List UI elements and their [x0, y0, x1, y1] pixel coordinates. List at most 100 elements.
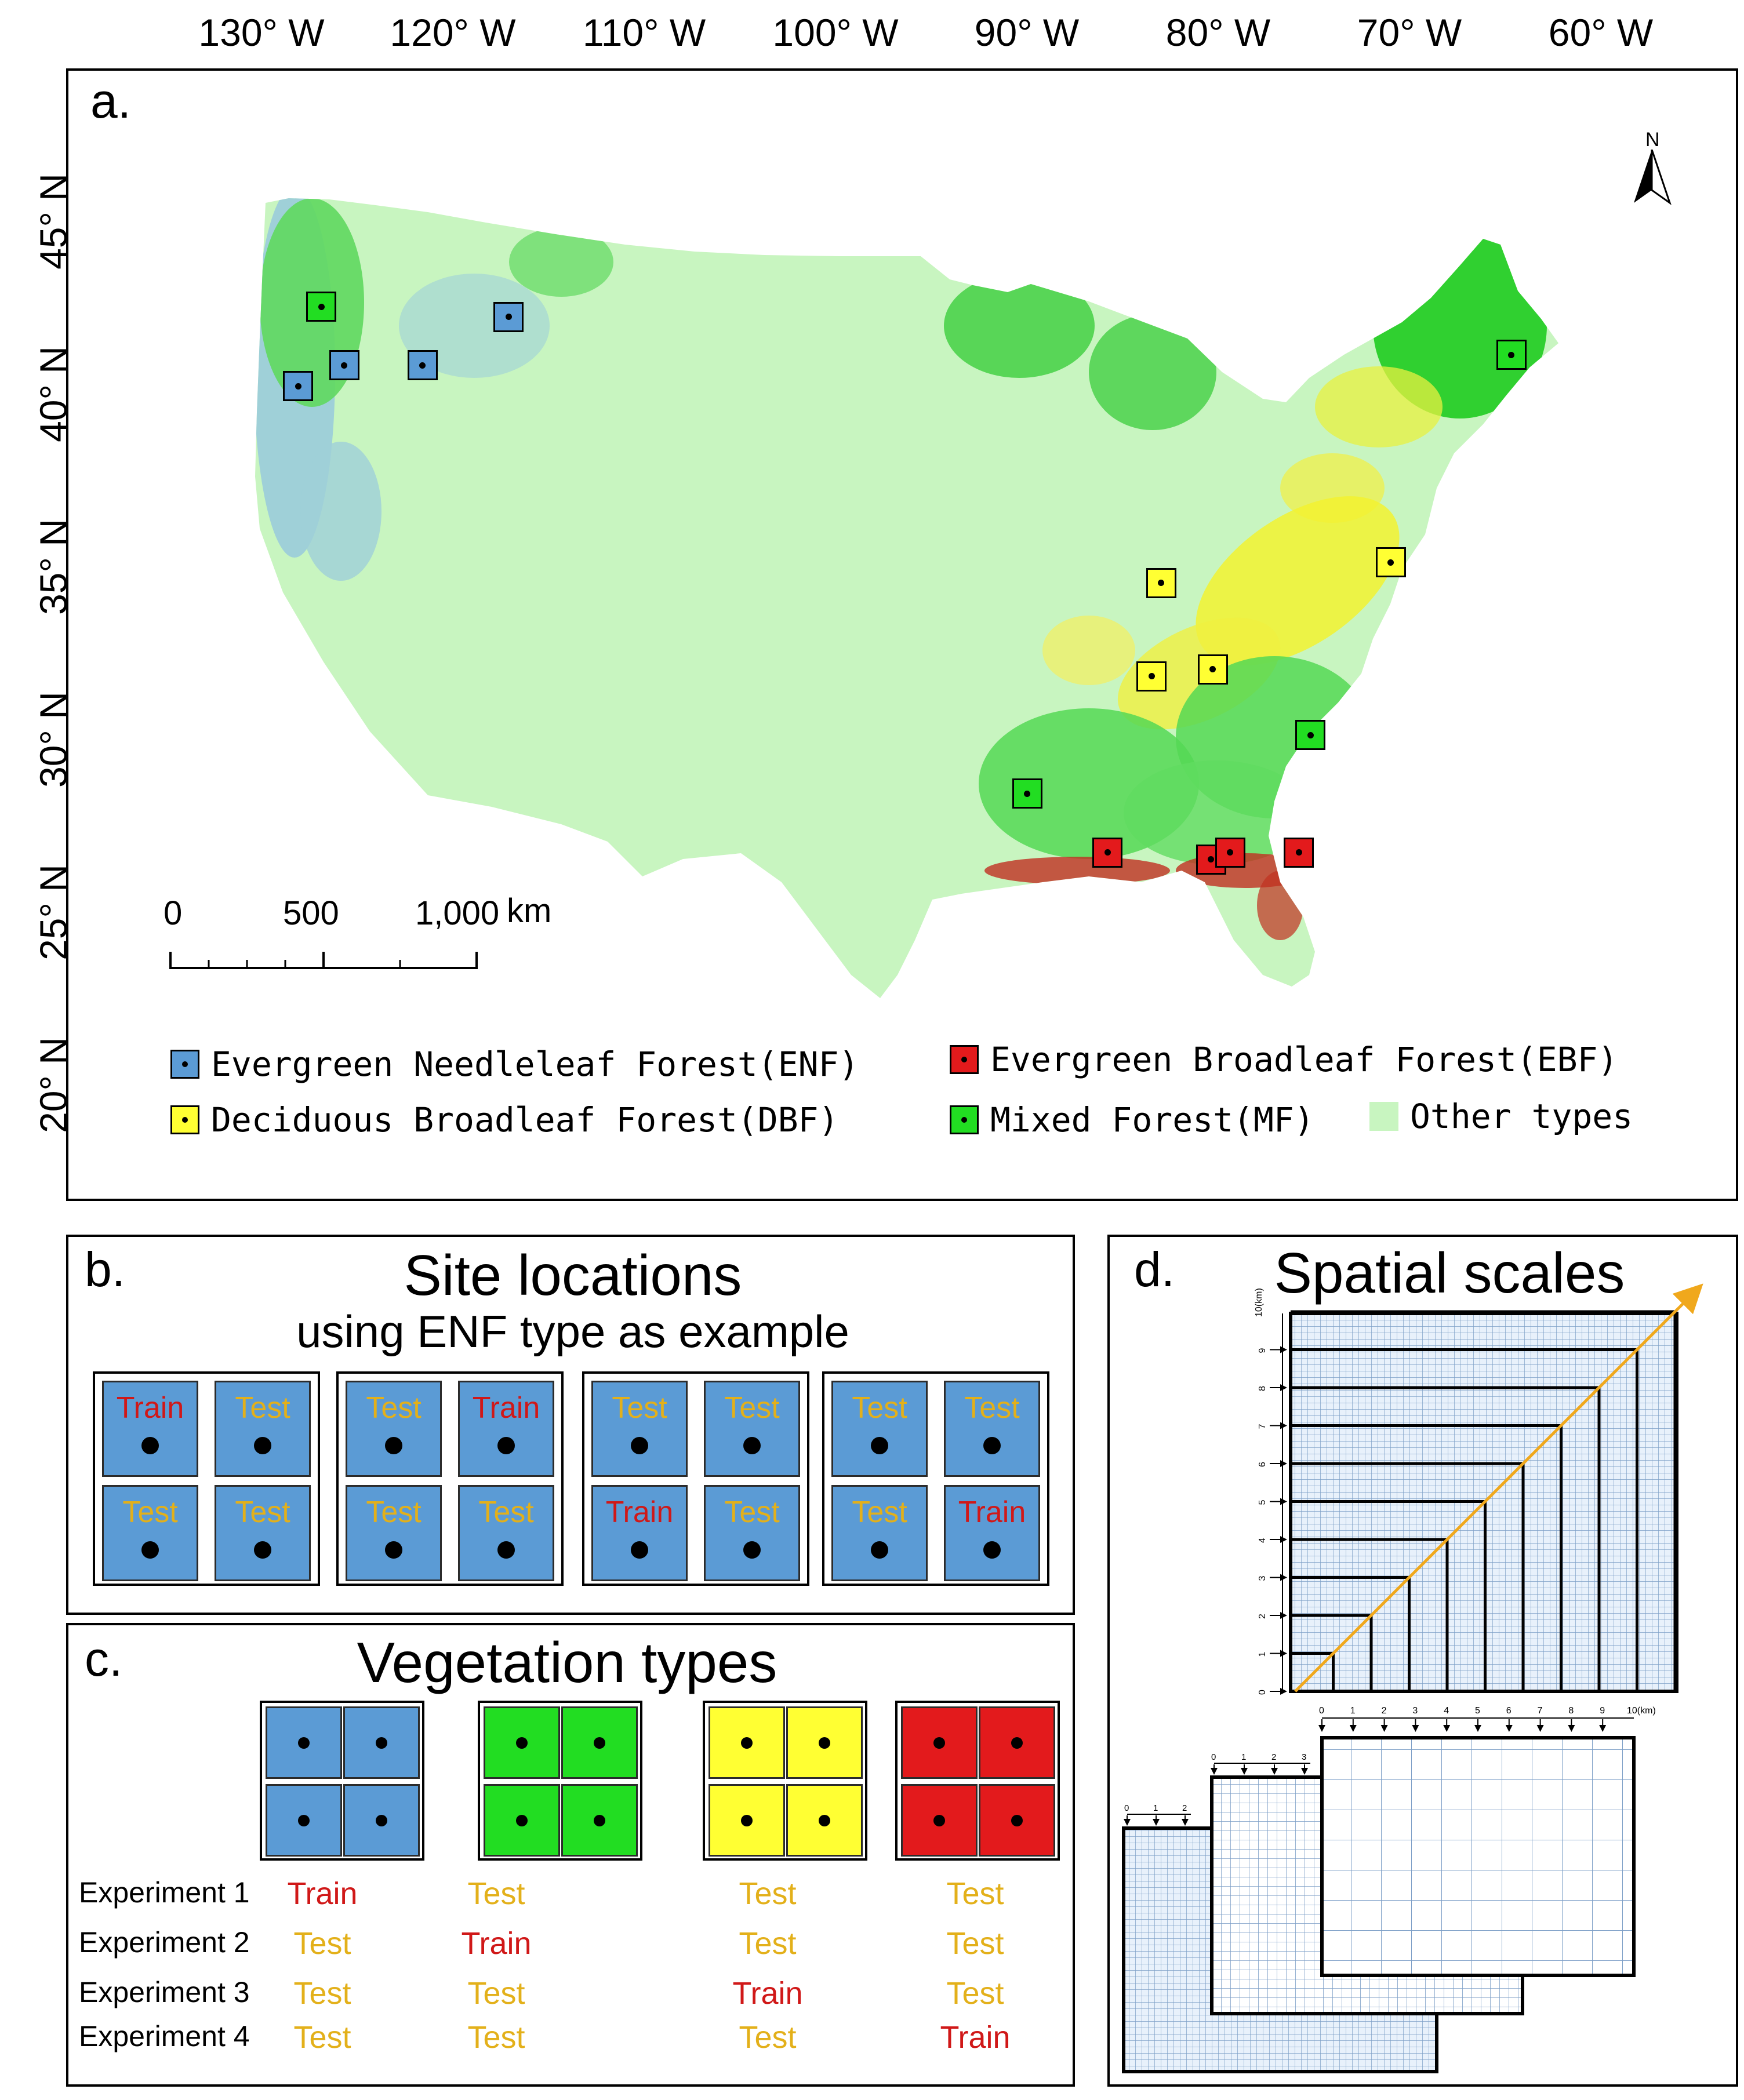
- x-tick-label: 7: [1538, 1706, 1543, 1716]
- x-axis-unit: 10(km): [1627, 1706, 1656, 1716]
- site-marker-mf: [1496, 340, 1527, 370]
- legend-enf: Evergreen Needleleaf Forest(ENF): [170, 1044, 859, 1084]
- scale-tick-label: 0: [164, 894, 183, 932]
- experiment-role: Test: [293, 1926, 351, 1961]
- legend-mf: Mixed Forest(MF): [950, 1100, 1314, 1140]
- legend-key-mf: [950, 1105, 979, 1134]
- scale-tick-label: 1,000: [415, 894, 500, 932]
- experiment-role: Train: [940, 2020, 1011, 2055]
- site-marker-ebf: [1092, 837, 1123, 868]
- site-cell: Test: [215, 1485, 311, 1581]
- grid-layer-coarse: [1320, 1736, 1636, 1977]
- panel-d-spatial-scales: d. Spatial scales 0 1 2 3 4: [1107, 1235, 1738, 2087]
- site-marker-dbf: [1146, 567, 1176, 598]
- site-role-label: Train: [958, 1495, 1026, 1529]
- site-groups: Train Test Test Test Test Train Test Test Test Te…: [68, 1237, 1073, 1613]
- vegetation-cell: [266, 1784, 342, 1857]
- y-tick-label: 9: [1258, 1348, 1267, 1353]
- experiment-role: Test: [739, 1876, 797, 1911]
- x-tick-label: 8: [1568, 1706, 1574, 1716]
- lon-label: 80° W: [1165, 11, 1271, 54]
- y-tick-label: 8: [1258, 1386, 1267, 1391]
- panel-title: Site locations: [404, 1243, 742, 1307]
- panel-tag: c.: [85, 1632, 123, 1686]
- vegetation-cell: [561, 1784, 638, 1857]
- usa-map: [255, 198, 1558, 998]
- site-dot: [743, 1541, 761, 1559]
- x-tick-label: 1: [1350, 1706, 1356, 1716]
- site-role-label: Test: [235, 1391, 290, 1425]
- y-tick-label: 7: [1258, 1424, 1267, 1429]
- site-cell: Test: [458, 1485, 554, 1581]
- x-tick-label: 5: [1475, 1706, 1480, 1716]
- layer-tick-label: 1: [1241, 1752, 1246, 1762]
- lon-label: 100° W: [772, 11, 899, 54]
- nested-scale-lines: [1291, 1310, 1677, 1691]
- vegetation-cell: [979, 1706, 1055, 1779]
- layer-tick-label: 2: [1271, 1752, 1276, 1762]
- latitude-labels: 45° N 40° N 35° N 30° N 25° N 20° N: [0, 0, 75, 1206]
- y-tick-label: 1: [1258, 1652, 1267, 1657]
- experiment-roles: Train Test Test Test Test Train Test Test Test Te…: [68, 1625, 1073, 2084]
- x-tick-label: 4: [1444, 1706, 1449, 1716]
- vegetation-cell: [266, 1706, 342, 1779]
- site-dot: [871, 1541, 888, 1559]
- site-marker-ebf: [1284, 837, 1314, 868]
- site-dot: [631, 1437, 648, 1454]
- panel-title: Vegetation types: [357, 1630, 777, 1694]
- site-role-label: Test: [478, 1495, 534, 1529]
- site-dot: [983, 1437, 1001, 1454]
- scale-bar-ruler: [169, 952, 478, 969]
- lon-label: 60° W: [1548, 11, 1654, 54]
- site-cell: Test: [704, 1381, 800, 1477]
- vegetation-group-enf: [260, 1701, 424, 1861]
- legend-ebf: Evergreen Broadleaf Forest(EBF): [950, 1040, 1618, 1079]
- site-cell: Train: [591, 1485, 688, 1581]
- legend-key-ebf: [950, 1045, 979, 1074]
- vegetation-group-ebf: [895, 1701, 1060, 1861]
- lon-label: 70° W: [1357, 11, 1462, 54]
- north-arrow-icon: [1634, 150, 1672, 205]
- experiment-label: Experiment 3: [79, 1976, 250, 2008]
- vegetation-cell: [786, 1784, 863, 1857]
- vegetation-cell: [979, 1784, 1055, 1857]
- spatial-scales-diagram: 0 1 2 3 4 5 6 7 8 9 10(km) 0 1 2 3 4 5 6 7 8 9 10(km) 0 1 2 3 0 1…: [1122, 1283, 1703, 2073]
- site-marker-enf: [407, 350, 438, 381]
- site-marker-dbf: [1136, 661, 1167, 691]
- vegetation-cell: [561, 1706, 638, 1779]
- vegetation-groups: [68, 1625, 1073, 2084]
- legend-key-enf: [170, 1050, 199, 1079]
- site-dot: [871, 1437, 888, 1454]
- panel-b-site-locations: b. Site locations using ENF type as exam…: [66, 1235, 1075, 1615]
- experiment-role: Test: [293, 2020, 351, 2055]
- experiment-role: Test: [946, 1926, 1004, 1961]
- scale-tick-label: 500: [283, 894, 339, 932]
- vegetation-cell: [901, 1706, 978, 1779]
- legend-other: Other types: [1369, 1097, 1633, 1136]
- site-marker-enf: [283, 371, 314, 402]
- site-role-label: Test: [235, 1495, 290, 1529]
- legend-label: Evergreen Broadleaf Forest(EBF): [990, 1040, 1618, 1079]
- vegetation-cell: [708, 1784, 785, 1857]
- legend-key-other: [1369, 1102, 1398, 1131]
- site-cell: Train: [458, 1381, 554, 1477]
- vegetation-cell: [343, 1706, 420, 1779]
- legend-key-dbf: [170, 1105, 199, 1134]
- site-cell: Train: [944, 1485, 1040, 1581]
- site-marker-enf: [329, 350, 359, 381]
- x-tick-label: 2: [1382, 1706, 1387, 1716]
- site-marker-dbf: [1375, 547, 1406, 578]
- x-tick-label: 6: [1506, 1706, 1512, 1716]
- experiment-role: Test: [293, 1976, 351, 2011]
- site-cell: Test: [102, 1485, 198, 1581]
- panel-c-vegetation-types: c. Vegetation types Experiment 1 Experim…: [66, 1623, 1075, 2087]
- site-role-label: Test: [964, 1391, 1020, 1425]
- x-tick-label: 0: [1319, 1706, 1324, 1716]
- experiment-role: Test: [739, 2020, 797, 2055]
- site-cell: Test: [591, 1381, 688, 1477]
- site-marker-mf: [1012, 778, 1042, 809]
- site-role-label: Test: [724, 1391, 780, 1425]
- site-markers: [68, 71, 1736, 1199]
- experiment-role: Test: [467, 1876, 525, 1911]
- site-dot: [497, 1437, 515, 1454]
